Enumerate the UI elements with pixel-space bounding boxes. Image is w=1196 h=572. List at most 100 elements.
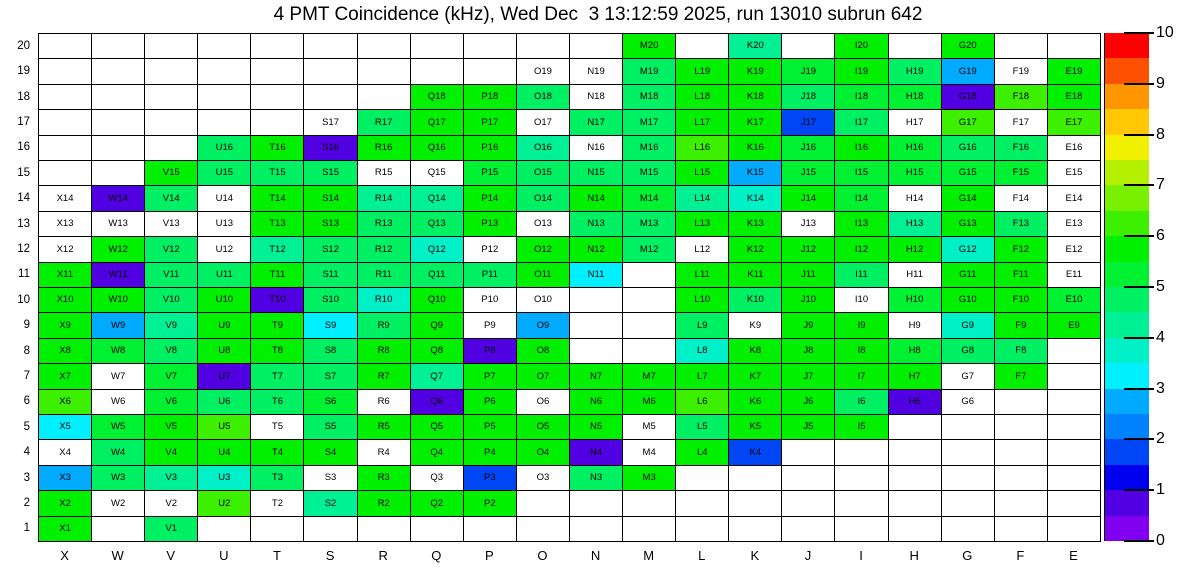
heatmap-cell: M12	[623, 237, 677, 263]
heatmap-cell: G10	[941, 287, 995, 314]
heatmap-cell: Q2	[410, 491, 464, 517]
heatmap-cell: H10	[888, 287, 942, 314]
heatmap-cell: T6	[251, 389, 305, 415]
heatmap-cell: Q15	[410, 160, 464, 187]
heatmap-cell: V4	[145, 440, 199, 466]
heatmap-cell: M5	[623, 414, 677, 441]
heatmap-cell: G13	[941, 211, 995, 238]
heatmap-cell: I15	[835, 160, 889, 187]
heatmap-cell: Q16	[410, 135, 464, 161]
colorbar-segment	[1105, 337, 1149, 364]
heatmap-cell: G8	[941, 338, 995, 365]
heatmap-cell: E17	[1047, 110, 1101, 136]
heatmap-cell	[835, 491, 889, 517]
heatmap-cell: K11	[729, 262, 783, 288]
heatmap-cell	[941, 414, 995, 441]
heatmap-cell: I18	[835, 84, 889, 111]
heatmap-cell: G19	[941, 59, 995, 85]
heatmap-cell: W14	[92, 186, 146, 212]
colorbar-tick-label: 2	[1156, 430, 1165, 448]
heatmap-cell: S13	[304, 211, 358, 238]
heatmap-cell	[92, 160, 146, 187]
heatmap-cell: W13	[92, 211, 146, 238]
heatmap-cell: V9	[145, 313, 199, 339]
colorbar-segment	[1105, 439, 1149, 466]
heatmap-cell	[1047, 364, 1101, 390]
heatmap-cell: M4	[623, 440, 677, 466]
heatmap-cell: L7	[676, 364, 730, 390]
heatmap-cell: V11	[145, 262, 199, 288]
heatmap-cell	[676, 516, 730, 542]
heatmap-cell: L17	[676, 110, 730, 136]
heatmap-cell: G12	[941, 237, 995, 263]
heatmap-cell: W10	[92, 287, 146, 314]
x-axis-label: F	[1016, 548, 1025, 563]
heatmap-cell: E19	[1047, 59, 1101, 85]
heatmap-cell: E10	[1047, 287, 1101, 314]
heatmap-cell: R17	[357, 110, 411, 136]
heatmap-cell: F11	[994, 262, 1048, 288]
heatmap-cell: J12	[782, 237, 836, 263]
heatmap-cell: K5	[729, 414, 783, 441]
heatmap-cell: K18	[729, 84, 783, 111]
heatmap-cell	[1047, 465, 1101, 492]
heatmap-cell: G14	[941, 186, 995, 212]
heatmap-cell: W2	[92, 491, 146, 517]
heatmap-cell: O8	[516, 338, 570, 365]
heatmap-cell: K17	[729, 110, 783, 136]
heatmap-cell: H8	[888, 338, 942, 365]
y-axis-label: 2	[23, 496, 30, 509]
heatmap-cell: O3	[516, 465, 570, 492]
heatmap-cell: K15	[729, 160, 783, 187]
heatmap-cell	[994, 465, 1048, 492]
heatmap-cell: U13	[198, 211, 252, 238]
x-axis-label: N	[590, 548, 601, 563]
y-axis-label: 1	[23, 522, 30, 535]
heatmap-cell: K8	[729, 338, 783, 365]
heatmap-cell	[145, 59, 199, 85]
heatmap-cell: S10	[304, 287, 358, 314]
heatmap-cell: J8	[782, 338, 836, 365]
heatmap-cell: Q10	[410, 287, 464, 314]
heatmap-cell: F12	[994, 237, 1048, 263]
heatmap-cell: M18	[623, 84, 677, 111]
heatmap-cell: E9	[1047, 313, 1101, 339]
heatmap-cell: R13	[357, 211, 411, 238]
heatmap-cell: J5	[782, 414, 836, 441]
heatmap-cell: U5	[198, 414, 252, 441]
heatmap-cell: W5	[92, 414, 146, 441]
heatmap-cell: N6	[569, 389, 624, 415]
heatmap-cell: V7	[145, 364, 199, 390]
heatmap-cell: V15	[145, 160, 199, 187]
colorbar-tick-label: 6	[1156, 227, 1165, 245]
heatmap-cell: K16	[729, 135, 783, 161]
x-axis-label: E	[1069, 548, 1078, 563]
heatmap-cell: L14	[676, 186, 730, 212]
heatmap-cell	[463, 34, 517, 60]
heatmap-cell	[1047, 516, 1101, 542]
heatmap-cell: T15	[251, 160, 305, 187]
heatmap-cell: J10	[782, 287, 836, 314]
plot-title: 4 PMT Coincidence (kHz), Wed Dec 3 13:12…	[273, 4, 923, 25]
heatmap-cell: L12	[676, 237, 730, 263]
heatmap-cell	[994, 516, 1048, 542]
y-axis-label: 6	[23, 395, 30, 408]
heatmap-cell	[304, 34, 358, 60]
heatmap-cell: Q14	[410, 186, 464, 212]
heatmap-cell: T9	[251, 313, 305, 339]
y-axis-label: 15	[17, 166, 30, 179]
heatmap-cell: H16	[888, 135, 942, 161]
heatmap-cell: U2	[198, 491, 252, 517]
heatmap-cell: V13	[145, 211, 199, 238]
heatmap-cell	[623, 313, 677, 339]
heatmap-cell: Q8	[410, 338, 464, 365]
heatmap-cell: N4	[569, 440, 624, 466]
heatmap-cell: I20	[835, 34, 889, 60]
heatmap-cell: I8	[835, 338, 889, 365]
heatmap-cell: I11	[835, 262, 889, 288]
heatmap-cell	[39, 84, 93, 111]
heatmap-cell: O16	[516, 135, 570, 161]
colorbar-segment	[1105, 464, 1149, 491]
colorbar-segment	[1105, 312, 1149, 339]
